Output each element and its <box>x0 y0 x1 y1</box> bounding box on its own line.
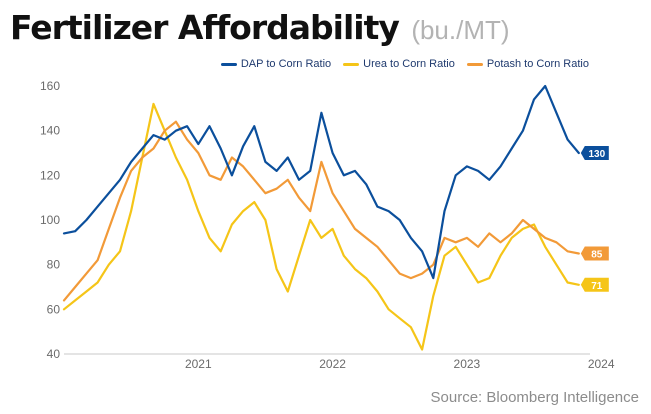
series-line-dap <box>62 84 580 280</box>
end-label-tag-urea <box>580 277 609 292</box>
end-label-potash: 85 <box>591 250 603 261</box>
series-line-urea <box>62 102 580 351</box>
title-text: Fertilizer Affordability <box>10 8 400 47</box>
y-tick-label: 100 <box>40 213 60 227</box>
legend-swatch-dap <box>220 62 237 66</box>
x-tick-label: 2024 <box>588 357 615 371</box>
x-tick-label: 2022 <box>319 357 346 371</box>
legend-swatch-urea <box>343 62 360 66</box>
legend-label-urea: Urea to Corn Ratio <box>363 58 455 70</box>
y-tick-label: 40 <box>47 347 61 361</box>
end-label-urea: 71 <box>591 281 603 292</box>
x-tick-label: 2021 <box>185 357 212 371</box>
y-tick-label: 60 <box>47 302 61 316</box>
y-tick-label: 120 <box>40 168 60 182</box>
series-line-potash <box>62 120 580 302</box>
legend-item-potash: Potash to Corn Ratio <box>466 58 589 70</box>
x-tick-label: 2023 <box>454 357 481 371</box>
end-label-tag-dap <box>580 146 609 160</box>
y-tick-label: 80 <box>47 258 61 272</box>
title-unit: (bu./MT) <box>411 15 510 45</box>
y-tick-label: 140 <box>40 124 60 138</box>
end-label-tag-potash <box>580 246 609 261</box>
end-label-dap: 130 <box>588 149 605 160</box>
legend-item-dap: DAP to Corn Ratio <box>220 58 332 70</box>
legend-swatch-potash <box>466 62 483 66</box>
chart-title: Fertilizer Affordability (bu./MT) <box>10 8 510 47</box>
legend: DAP to Corn Ratio Urea to Corn Ratio Pot… <box>220 58 589 70</box>
line-chart: 40 60 80 100 120 140 160 2021 2022 2023 2024 130 71 8… <box>40 79 615 371</box>
source-note: Source: Bloomberg Intelligence <box>430 389 639 406</box>
legend-label-potash: Potash to Corn Ratio <box>486 58 589 70</box>
legend-label-dap: DAP to Corn Ratio <box>240 58 332 70</box>
y-tick-label: 160 <box>40 79 60 93</box>
legend-item-urea: Urea to Corn Ratio <box>343 58 455 70</box>
